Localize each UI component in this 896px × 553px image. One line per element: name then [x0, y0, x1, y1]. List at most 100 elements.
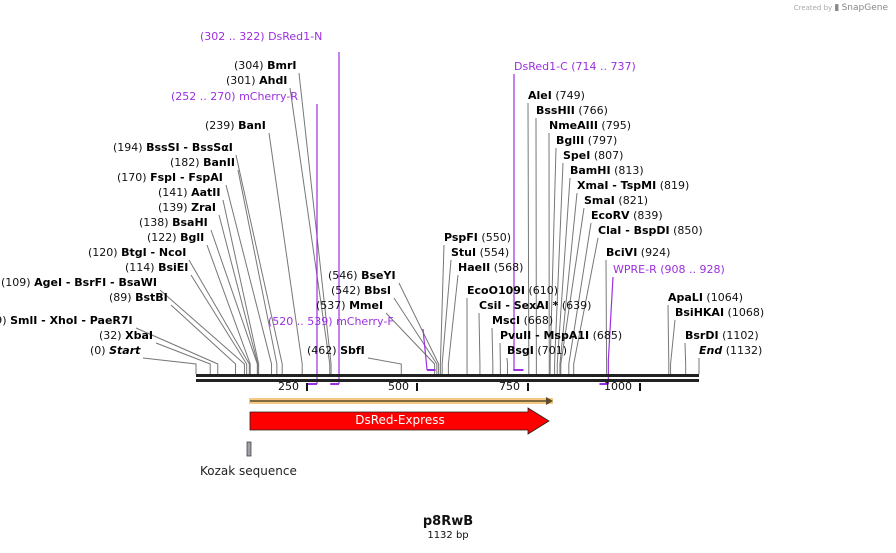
- enzyme-site-bgli[interactable]: (122) BglI: [147, 231, 204, 244]
- enzyme-site-sbfi[interactable]: (462) SbfI: [307, 344, 365, 357]
- primer-dsred1-c[interactable]: DsRed1-C (714 .. 737): [514, 60, 636, 73]
- enzyme-site-xbai[interactable]: (32) XbaI: [99, 329, 153, 342]
- enzyme-name: EcoO109I: [467, 284, 525, 297]
- enzyme-name: XbaI: [125, 329, 153, 342]
- backbone-bottom-strand: [196, 379, 699, 382]
- enzyme-site-ecoo109i[interactable]: EcoO109I (610): [467, 284, 558, 297]
- enzyme-position: (0): [90, 344, 106, 357]
- enzyme-site-fspi[interactable]: (170) FspI - FspAI: [117, 171, 223, 184]
- enzyme-site-bsgi[interactable]: BsgI (701): [507, 344, 567, 357]
- enzyme-name: BsaHI: [172, 216, 208, 229]
- enzyme-site-ahdi[interactable]: (301) AhdI: [226, 74, 287, 87]
- enzyme-name: BsgI: [507, 344, 534, 357]
- enzyme-site-apali[interactable]: ApaLI (1064): [668, 291, 743, 304]
- enzyme-position: (49): [0, 314, 7, 327]
- enzyme-name: BanI: [238, 119, 266, 132]
- enzyme-site-spei[interactable]: SpeI (807): [563, 149, 623, 162]
- enzyme-site-aatii[interactable]: (141) AatII: [158, 186, 220, 199]
- enzyme-name: StuI: [451, 246, 477, 259]
- primer-dsred1-n[interactable]: (302 .. 322) DsRed1-N: [200, 30, 322, 43]
- enzyme-name: SmaI: [584, 194, 615, 207]
- enzyme-site-bmri[interactable]: (304) BmrI: [234, 59, 296, 72]
- enzyme-site-bsiei[interactable]: (114) BsiEI: [125, 261, 188, 274]
- enzyme-name: XmaI - TspMI: [577, 179, 657, 192]
- enzyme-site-stui[interactable]: StuI (554): [451, 246, 509, 259]
- enzyme-site-btgi[interactable]: (120) BtgI - NcoI: [88, 246, 186, 259]
- enzyme-site-bamhi[interactable]: BamHI (813): [570, 164, 644, 177]
- enzyme-site-zrai[interactable]: (139) ZraI: [158, 201, 216, 214]
- enzyme-name: CsiI - SexAI *: [479, 299, 559, 312]
- enzyme-site-msci[interactable]: MscI (668): [492, 314, 553, 327]
- enzyme-site-bstbi[interactable]: (89) BstBI: [109, 291, 168, 304]
- enzyme-position: (182): [170, 156, 200, 169]
- primer-range: (302 .. 322): [200, 30, 265, 43]
- enzyme-name: EcoRV: [591, 209, 630, 222]
- enzyme-position: (1132): [725, 344, 763, 357]
- enzyme-name: BglII: [556, 134, 585, 147]
- primer-wpre-r[interactable]: WPRE-R (908 .. 928): [613, 263, 725, 276]
- enzyme-position: (1102): [722, 329, 759, 342]
- enzyme-site-agei[interactable]: (109) AgeI - BsrFI - BsaWI: [1, 276, 157, 289]
- enzyme-site-nmeaiii[interactable]: NmeAIII (795): [549, 119, 631, 132]
- enzyme-site-bseyi[interactable]: (546) BseYI: [328, 269, 396, 282]
- enzyme-position: (301): [226, 74, 256, 87]
- enzyme-site-mmei[interactable]: (537) MmeI: [316, 299, 383, 312]
- enzyme-site-bsssi[interactable]: (194) BssSI - BssSαI: [113, 141, 233, 154]
- enzyme-position: (170): [117, 171, 147, 184]
- enzyme-site-smli[interactable]: (49) SmlI - XhoI - PaeR7I: [0, 314, 133, 327]
- enzyme-site-start[interactable]: (0) Start: [90, 344, 140, 357]
- enzyme-site-banii[interactable]: (182) BanII: [170, 156, 235, 169]
- dsred-express-label: DsRed-Express: [355, 413, 445, 427]
- enzyme-position: (749): [555, 89, 585, 102]
- enzyme-site-bbsi[interactable]: (542) BbsI: [331, 284, 391, 297]
- credit-brand: SnapGene: [841, 3, 888, 13]
- enzyme-site-bsahi[interactable]: (138) BsaHI: [139, 216, 208, 229]
- enzyme-site-alei[interactable]: AleI (749): [528, 89, 585, 102]
- enzyme-site-bsrdi[interactable]: BsrDI (1102): [685, 329, 759, 342]
- orf-arrow[interactable]: [249, 397, 553, 405]
- enzyme-name: BglI: [180, 231, 205, 244]
- enzyme-name: BsiEI: [158, 261, 189, 274]
- enzyme-position: (194): [113, 141, 143, 154]
- enzyme-position: (546): [328, 269, 358, 282]
- enzyme-position: (542): [331, 284, 361, 297]
- enzyme-site-bsihkai[interactable]: BsiHKAI (1068): [675, 306, 764, 319]
- enzyme-site-pvuii[interactable]: PvuII - MspA1I (685): [500, 329, 622, 342]
- enzyme-position: (122): [147, 231, 177, 244]
- enzyme-position: (850): [673, 224, 703, 237]
- enzyme-name: PvuII - MspA1I: [500, 329, 590, 342]
- enzyme-position: (795): [601, 119, 632, 132]
- enzyme-name: BanII: [203, 156, 235, 169]
- enzyme-name: BstBI: [135, 291, 168, 304]
- dsred-express-feature[interactable]: [249, 407, 550, 435]
- enzyme-name: HaeII: [458, 261, 491, 274]
- enzyme-site-ecorv[interactable]: EcoRV (839): [591, 209, 663, 222]
- tick-label-750: 750: [499, 380, 520, 393]
- tick-label-500: 500: [388, 380, 409, 393]
- enzyme-site-xmai[interactable]: XmaI - TspMI (819): [577, 179, 689, 192]
- enzyme-site-smai[interactable]: SmaI (821): [584, 194, 648, 207]
- enzyme-site-bglii[interactable]: BglII (797): [556, 134, 617, 147]
- enzyme-site-bani[interactable]: (239) BanI: [205, 119, 266, 132]
- enzyme-position: (821): [618, 194, 648, 207]
- primer-mcherry-f[interactable]: (520 .. 539) mCherry-F: [268, 315, 394, 328]
- enzyme-site-clai[interactable]: ClaI - BspDI (850): [598, 224, 703, 237]
- kozak-sequence-feature[interactable]: [246, 441, 252, 457]
- enzyme-site-pspfi[interactable]: PspFI (550): [444, 231, 511, 244]
- enzyme-position: (554): [479, 246, 510, 259]
- axis-ticks: [306, 383, 641, 391]
- primer-mcherry-r[interactable]: (252 .. 270) mCherry-R: [171, 90, 298, 103]
- enzyme-name: NmeAIII: [549, 119, 598, 132]
- enzyme-name: MmeI: [349, 299, 384, 312]
- enzyme-name: SbfI: [340, 344, 365, 357]
- enzyme-site-end[interactable]: End (1132): [699, 344, 762, 357]
- enzyme-site-bcivi[interactable]: BciVI (924): [606, 246, 670, 259]
- enzyme-site-haeii[interactable]: HaeII (568): [458, 261, 523, 274]
- enzyme-position: (839): [633, 209, 663, 222]
- enzyme-position: (138): [139, 216, 169, 229]
- enzyme-site-csii[interactable]: CsiI - SexAI * (639): [479, 299, 591, 312]
- enzyme-position: (807): [593, 149, 624, 162]
- primer-range: (714 .. 737): [571, 60, 636, 73]
- enzyme-site-bsshii[interactable]: BssHII (766): [536, 104, 608, 117]
